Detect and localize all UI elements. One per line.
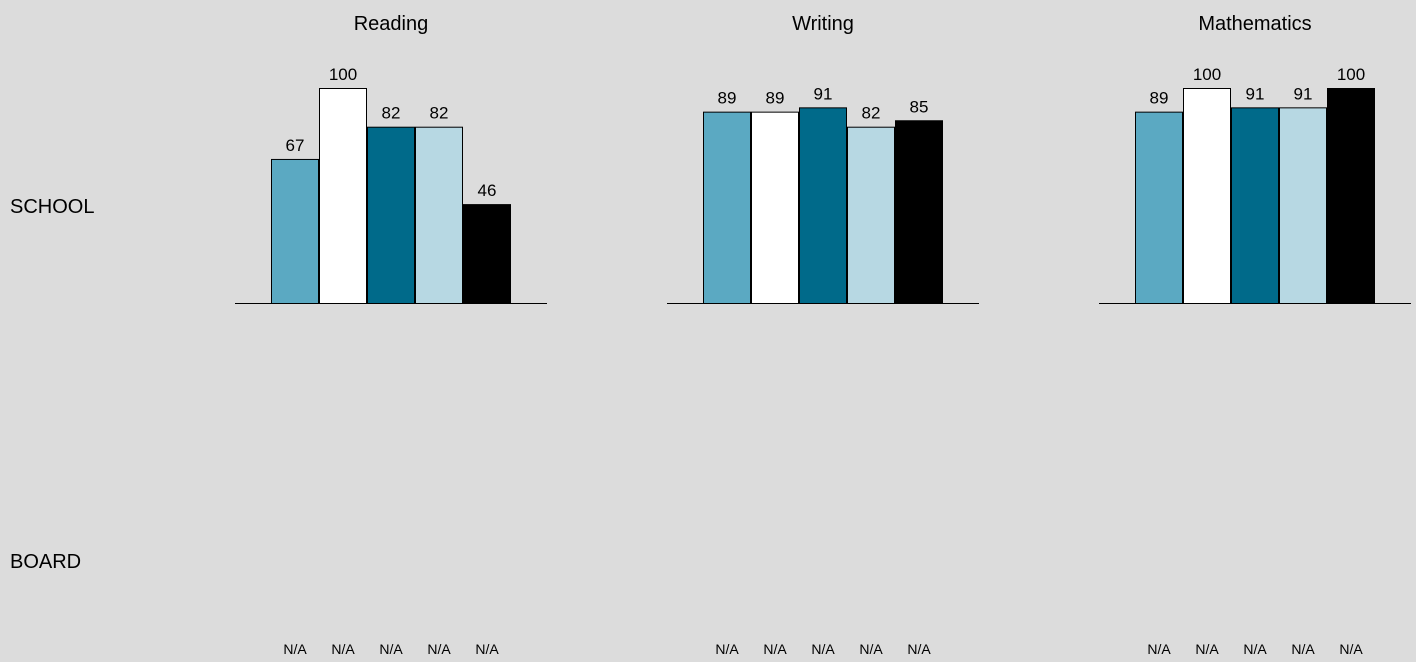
chart-title: Mathematics [1198, 13, 1311, 35]
data-label: 91 [1294, 84, 1313, 103]
data-label: 89 [1150, 89, 1169, 108]
bar [415, 126, 463, 304]
data-label: 85 [910, 97, 929, 116]
board-na-label: N/A [1291, 641, 1315, 657]
data-label: 89 [766, 89, 785, 108]
board-na-label: N/A [1147, 641, 1171, 657]
board-na-label: N/A [1243, 641, 1267, 657]
board-na-label: N/A [715, 641, 739, 657]
bar [463, 204, 511, 305]
board-na-label: N/A [1195, 641, 1219, 657]
data-label: 82 [430, 104, 449, 123]
data-label: 82 [862, 104, 881, 123]
bar [367, 126, 415, 304]
board-na-label: N/A [283, 641, 307, 657]
bar [751, 111, 799, 305]
bar [895, 120, 943, 304]
bar [847, 126, 895, 304]
data-label: 100 [1193, 65, 1221, 84]
board-na-label: N/A [331, 641, 355, 657]
board-na-label: N/A [475, 641, 499, 657]
bar [1231, 107, 1279, 304]
board-na-label: N/A [907, 641, 931, 657]
board-na-label: N/A [811, 641, 835, 657]
data-label: 91 [1246, 84, 1265, 103]
chart-title: Reading [354, 13, 429, 35]
board-na-label: N/A [763, 641, 787, 657]
bar [703, 111, 751, 305]
data-label: 46 [478, 181, 497, 200]
board-na-label: N/A [379, 641, 403, 657]
data-label: 67 [286, 136, 305, 155]
data-label: 100 [329, 65, 357, 84]
data-label: 89 [718, 89, 737, 108]
bar [1183, 88, 1231, 304]
board-na-label: N/A [1339, 641, 1363, 657]
data-label: 100 [1337, 65, 1365, 84]
bar [799, 107, 847, 304]
bar [1279, 107, 1327, 304]
data-label: 82 [382, 104, 401, 123]
bar [1327, 88, 1375, 304]
board-na-label: N/A [427, 641, 451, 657]
bar [271, 158, 319, 304]
data-label: 91 [814, 84, 833, 103]
board-na-label: N/A [859, 641, 883, 657]
bar [319, 88, 367, 304]
row-label-school: SCHOOL [10, 196, 95, 218]
bar [1135, 111, 1183, 305]
row-label-board: BOARD [10, 551, 82, 573]
chart-title: Writing [792, 13, 854, 35]
